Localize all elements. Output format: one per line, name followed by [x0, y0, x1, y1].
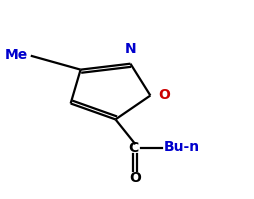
- Text: Bu-n: Bu-n: [163, 140, 199, 154]
- Text: O: O: [129, 171, 140, 185]
- Text: O: O: [157, 88, 169, 101]
- Text: C: C: [127, 141, 137, 155]
- Text: N: N: [124, 42, 136, 56]
- Text: Me: Me: [5, 48, 28, 62]
